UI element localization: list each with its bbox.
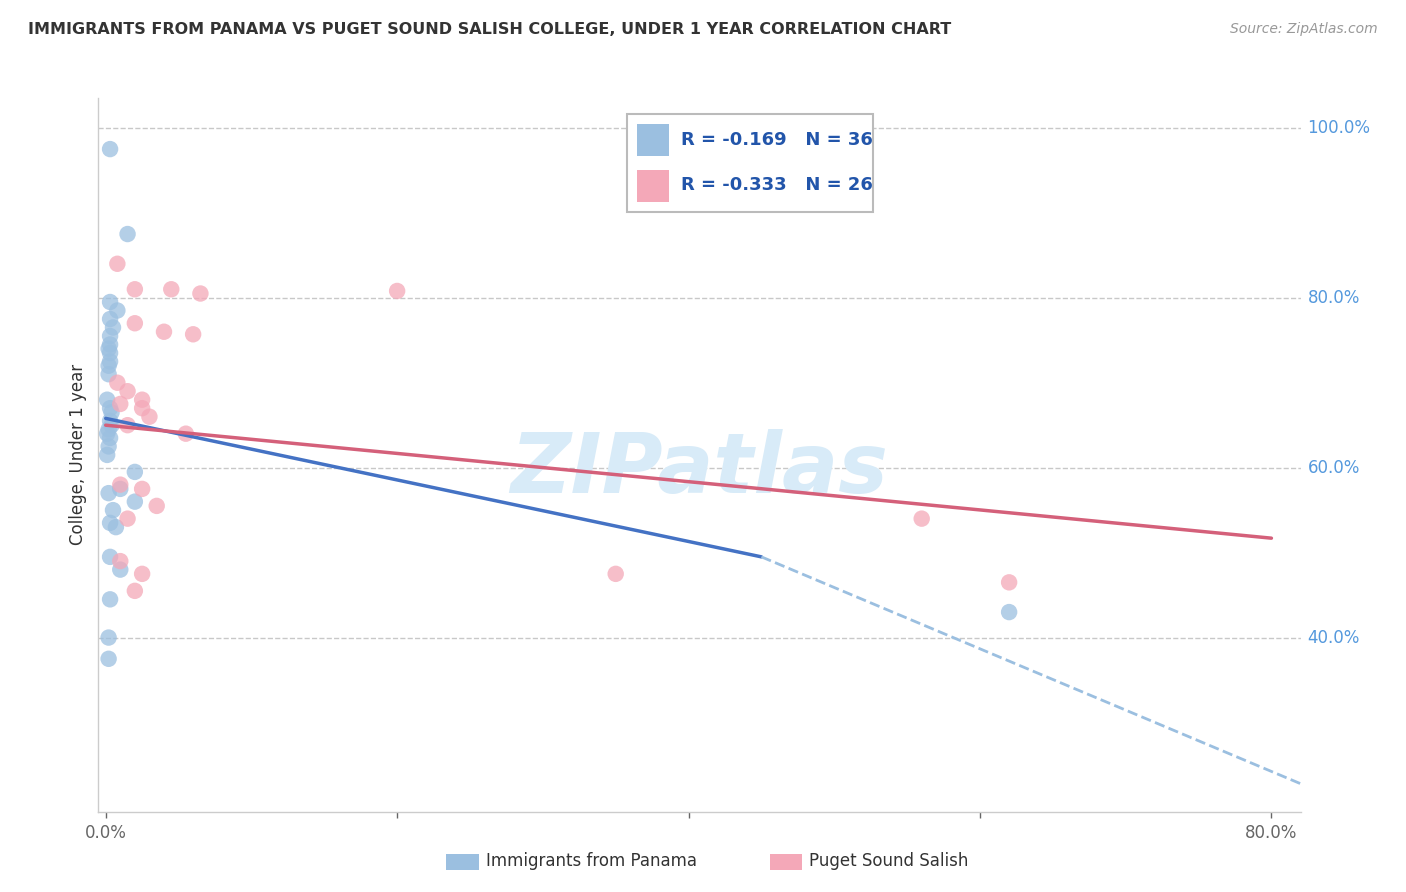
Point (97, 439, 120, 453)
Text: IMMIGRANTS FROM PANAMA VS PUGET SOUND SALISH COLLEGE, UNDER 1 YEAR CORRELATION C: IMMIGRANTS FROM PANAMA VS PUGET SOUND SA… (28, 22, 952, 37)
Point (117, 511, 139, 525)
Point (181, 327, 204, 342)
Point (98, 354, 121, 368)
Point (160, 282, 183, 296)
Point (110, 397, 132, 411)
Y-axis label: College, Under 1 year: College, Under 1 year (69, 364, 87, 546)
Point (98, 337, 121, 351)
Point (124, 282, 146, 296)
Point (98, 401, 121, 416)
Text: 40.0%: 40.0% (1308, 629, 1360, 647)
Point (110, 554, 132, 568)
Point (101, 320, 124, 334)
Point (97, 342, 120, 356)
Point (998, 605, 1021, 619)
Point (131, 482, 153, 496)
Point (117, 227, 139, 241)
Point (131, 401, 153, 416)
Point (97, 631, 120, 645)
Point (101, 503, 124, 517)
Point (98, 295, 121, 310)
Point (98, 549, 121, 564)
Point (131, 566, 153, 581)
Text: ZIPatlas: ZIPatlas (510, 429, 889, 509)
Point (100, 418, 122, 433)
Point (104, 520, 127, 534)
Point (97, 359, 120, 373)
Point (138, 409, 160, 424)
Point (190, 286, 212, 301)
FancyBboxPatch shape (627, 114, 873, 212)
Text: 60.0%: 60.0% (1308, 458, 1360, 476)
Point (911, 511, 934, 525)
Point (385, 284, 408, 298)
Point (105, 257, 128, 271)
Point (110, 563, 132, 577)
Point (98, 142, 121, 156)
Point (117, 384, 139, 399)
Point (96, 426, 118, 441)
Point (145, 499, 167, 513)
Point (124, 316, 146, 330)
Bar (637, 124, 669, 156)
Point (174, 426, 197, 441)
Point (97, 486, 120, 500)
Point (998, 575, 1021, 590)
Point (110, 477, 132, 491)
Point (117, 418, 139, 433)
Text: 80.0%: 80.0% (1308, 289, 1360, 307)
Point (98, 346, 121, 360)
Point (131, 392, 153, 407)
Point (124, 494, 146, 508)
Point (105, 376, 128, 390)
Point (98, 592, 121, 607)
Point (110, 482, 132, 496)
Text: R = -0.333   N = 26: R = -0.333 N = 26 (682, 177, 873, 194)
Text: Source: ZipAtlas.com: Source: ZipAtlas.com (1230, 22, 1378, 37)
Point (100, 405, 122, 419)
Point (153, 325, 176, 339)
Bar (637, 170, 669, 202)
Point (96, 392, 118, 407)
Text: 100.0%: 100.0% (1308, 119, 1371, 136)
Text: R = -0.169   N = 36: R = -0.169 N = 36 (682, 131, 873, 149)
Point (97, 652, 120, 666)
Point (605, 566, 627, 581)
Point (96, 448, 118, 462)
Point (124, 465, 146, 479)
Point (98, 431, 121, 445)
Point (97, 368, 120, 382)
Point (98, 414, 121, 428)
Point (98, 312, 121, 326)
Text: Puget Sound Salish: Puget Sound Salish (810, 852, 969, 870)
Text: Immigrants from Panama: Immigrants from Panama (486, 852, 697, 870)
Point (105, 303, 128, 318)
Point (98, 516, 121, 530)
Point (98, 329, 121, 343)
Point (124, 583, 146, 598)
Point (97, 422, 120, 436)
